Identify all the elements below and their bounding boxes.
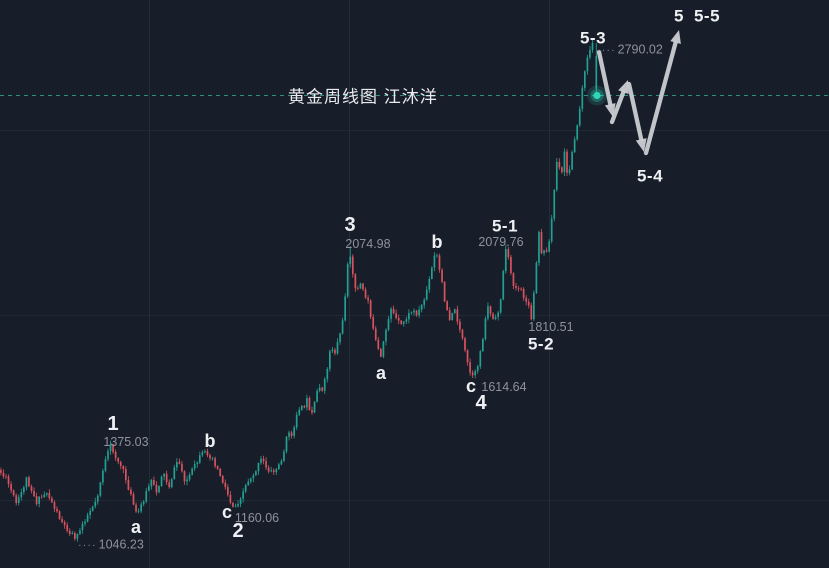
current-price-marker [587, 85, 607, 106]
chart-title: 黄金周线图 江沐洋 [288, 87, 438, 107]
projection-arrows [596, 30, 681, 156]
candles-layer [0, 39, 598, 542]
